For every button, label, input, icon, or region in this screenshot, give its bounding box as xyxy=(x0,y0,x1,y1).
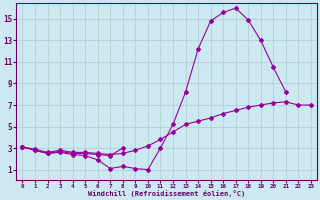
X-axis label: Windchill (Refroidissement éolien,°C): Windchill (Refroidissement éolien,°C) xyxy=(88,190,245,197)
